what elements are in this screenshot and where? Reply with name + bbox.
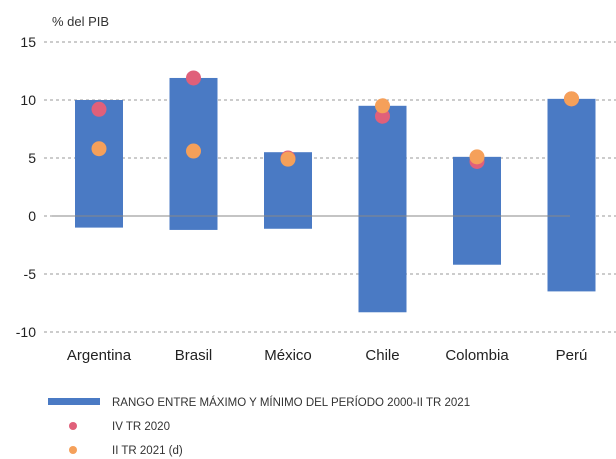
- data-points: [91, 70, 579, 169]
- legend-swatch-range: [48, 398, 100, 405]
- y-axis-ticks: 15 10 5 0 -5 -10: [16, 34, 36, 340]
- x-axis-categories: Argentina Brasil México Chile Colombia Perú: [67, 347, 587, 364]
- legend-label-range: RANGO ENTRE MÁXIMO Y MÍNIMO DEL PERÍODO …: [112, 396, 470, 409]
- gridlines: [44, 41, 616, 333]
- legend-label-iv-tr-2020: IV TR 2020: [112, 421, 170, 433]
- point-ii-tr-2021: [564, 91, 579, 107]
- category-label: Argentina: [67, 347, 132, 364]
- point-ii-tr-2021: [91, 141, 107, 157]
- point-iv-tr-2020: [375, 108, 390, 124]
- category-label: México: [264, 347, 312, 364]
- range-bar: [75, 100, 123, 228]
- y-tick-label: 15: [20, 34, 36, 50]
- category-label: Chile: [365, 347, 399, 364]
- point-iv-tr-2020: [186, 70, 201, 86]
- category-label: Brasil: [175, 347, 213, 364]
- y-tick-label: -10: [16, 324, 36, 340]
- range-bar: [547, 98, 596, 292]
- legend-label-ii-tr-2021: II TR 2021 (d): [112, 445, 183, 457]
- range-bar: [453, 156, 501, 265]
- y-tick-label: 5: [28, 150, 36, 166]
- y-tick-label: 0: [28, 208, 36, 224]
- point-ii-tr-2021: [375, 98, 390, 114]
- legend-swatch-ii-tr-2021: [69, 446, 77, 454]
- point-ii-tr-2021: [186, 143, 201, 159]
- legend: RANGO ENTRE MÁXIMO Y MÍNIMO DEL PERÍODO …: [48, 396, 470, 457]
- range-bars: [75, 77, 596, 313]
- point-ii-tr-2021: [469, 149, 485, 165]
- y-tick-label: -5: [24, 266, 37, 282]
- y-tick-label: 10: [20, 92, 36, 108]
- y-axis-unit-label: % del PIB: [52, 14, 109, 29]
- point-iv-tr-2020: [91, 101, 107, 117]
- category-label: Colombia: [445, 347, 509, 364]
- legend-swatch-iv-tr-2020: [69, 422, 77, 430]
- category-label: Perú: [556, 347, 588, 364]
- point-ii-tr-2021: [280, 151, 296, 167]
- range-bar: [358, 105, 407, 313]
